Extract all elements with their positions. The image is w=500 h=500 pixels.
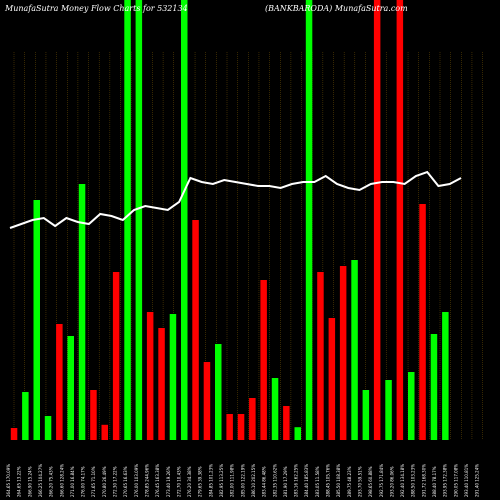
x-axis-label: 270.65 16.63% bbox=[123, 466, 128, 497]
x-axis-label: 298.65 60.88% bbox=[368, 466, 373, 497]
outflow-bar bbox=[226, 414, 233, 440]
x-axis-label: 292.40 134.18% bbox=[400, 464, 405, 497]
x-axis-label: 271.65 71.10% bbox=[91, 466, 96, 497]
inflow-bar bbox=[215, 344, 222, 440]
x-axis-label: 276.00 74.17% bbox=[81, 466, 86, 497]
x-axis-label: 266.20 75.43% bbox=[49, 466, 54, 497]
inflow-bar bbox=[181, 0, 188, 440]
x-axis-label: 282.95 113.25% bbox=[219, 464, 224, 497]
price-line bbox=[9, 170, 462, 229]
outflow-bar bbox=[328, 318, 336, 440]
x-axis-label: 276.00 103.09% bbox=[134, 464, 139, 497]
x-axis-labels: 264.65 170.09% 264.65 13.22% 266.90 15.24%… bbox=[6, 464, 480, 497]
inflow-bar bbox=[135, 0, 143, 440]
x-axis-label: 284.85 101.23% bbox=[208, 464, 213, 497]
outflow-bar bbox=[101, 424, 108, 440]
outflow-bar bbox=[260, 280, 267, 440]
inflow-bar bbox=[408, 372, 415, 440]
x-axis-label: 270.80 26.49% bbox=[102, 466, 107, 497]
inflow-bar bbox=[44, 416, 52, 440]
x-axis-label: 273.40 19.26% bbox=[166, 466, 171, 497]
x-axis-label: 272.30 17.22% bbox=[113, 466, 118, 497]
inflow-bar bbox=[271, 378, 279, 440]
x-axis-label: 291.40 125.24% bbox=[475, 464, 480, 497]
x-axis-label: 288.50 103.23% bbox=[411, 464, 416, 497]
x-axis-label: 293.95 172.38% bbox=[443, 464, 448, 497]
inflow-bar bbox=[305, 0, 313, 440]
x-axis-label: 284.40 185.83% bbox=[304, 464, 309, 497]
outflow-bar bbox=[317, 272, 324, 440]
inflow-bar bbox=[124, 0, 131, 440]
x-axis-label: 292.75 171.84% bbox=[379, 464, 384, 497]
x-axis-label: 264.65 13.22% bbox=[17, 466, 22, 497]
outflow-bar bbox=[146, 312, 154, 440]
x-axis-label: 279.65 39.38% bbox=[198, 466, 203, 497]
outflow-bar bbox=[339, 266, 347, 440]
outflow-bar bbox=[237, 414, 245, 440]
inflow-bar bbox=[33, 200, 40, 440]
x-axis-label: 290.05 117.08% bbox=[453, 464, 458, 497]
x-axis-label: 266.60 128.24% bbox=[59, 464, 64, 497]
inflow-bar bbox=[430, 334, 438, 440]
x-axis-label: 282.00 111.98% bbox=[230, 464, 235, 497]
x-axis-label: 283.16 162.25% bbox=[294, 464, 299, 497]
outflow-bar bbox=[396, 0, 404, 440]
x-axis-label: 276.45 163.38% bbox=[155, 464, 160, 497]
x-axis-label: 288.45 105.76% bbox=[326, 464, 331, 497]
inflow-bar bbox=[78, 184, 86, 440]
outflow-bar bbox=[283, 406, 290, 440]
inflow-bar bbox=[362, 390, 370, 440]
x-axis-label: 283.05 11.58% bbox=[315, 466, 320, 497]
outflow-bar bbox=[203, 362, 211, 440]
x-axis-label: 272.70 10.43% bbox=[176, 466, 181, 497]
x-axis-label: 288.40 78.17% bbox=[432, 466, 437, 497]
x-axis-label: 291.72 168.30% bbox=[421, 464, 426, 497]
outflow-bar bbox=[10, 428, 18, 440]
x-axis-label: 289.75 48.23% bbox=[347, 466, 352, 497]
x-axis-label: 283.44 86.48% bbox=[262, 466, 267, 497]
x-axis-label: 271.00 16.84% bbox=[70, 466, 75, 497]
inflow-bar bbox=[351, 260, 358, 440]
outflow-bar bbox=[419, 204, 426, 440]
money-flow-bars bbox=[10, 0, 449, 440]
x-axis-label: 276.20 34.38% bbox=[187, 466, 192, 497]
x-axis-label: 282.35 110.62% bbox=[272, 464, 277, 497]
x-axis-label: 278.85 244.96% bbox=[145, 464, 150, 497]
inflow-bar bbox=[294, 427, 301, 440]
inflow-bar bbox=[169, 314, 177, 440]
chart-title-right: (BANKBARODA) MunafaSutra.com bbox=[265, 4, 408, 13]
outflow-bar bbox=[112, 272, 120, 440]
outflow-bar bbox=[249, 398, 256, 440]
outflow-bar bbox=[56, 324, 63, 440]
inflow-bar bbox=[67, 336, 74, 440]
x-axis-label: 293.40 110.81% bbox=[464, 464, 469, 497]
x-axis-label: 266.25 104.27% bbox=[38, 464, 43, 497]
x-axis-label: 281.90 17.29% bbox=[283, 466, 288, 497]
outflow-bar bbox=[192, 220, 199, 440]
x-axis-label: 293.20 86.06% bbox=[389, 466, 394, 497]
chart-title-left: MunafaSutra Money Flow Charts for 532134 bbox=[4, 4, 188, 13]
inflow-bar bbox=[385, 380, 392, 440]
outflow-bar bbox=[373, 0, 381, 440]
outflow-bar bbox=[158, 328, 165, 440]
x-axis-label: 264.65 170.09% bbox=[6, 464, 11, 497]
price-line-path bbox=[9, 170, 462, 229]
x-axis-label: 286.10 202.15% bbox=[251, 464, 256, 497]
inflow-bar bbox=[22, 392, 29, 440]
inflow-bar bbox=[442, 312, 449, 440]
outflow-bar bbox=[90, 390, 97, 440]
x-axis-label: 293.70 59.51% bbox=[357, 466, 362, 497]
x-axis-label: 266.90 15.24% bbox=[27, 466, 32, 497]
x-axis-label: 285.50 108.38% bbox=[336, 464, 341, 497]
x-axis-label: 285.00 122.19% bbox=[240, 464, 245, 497]
